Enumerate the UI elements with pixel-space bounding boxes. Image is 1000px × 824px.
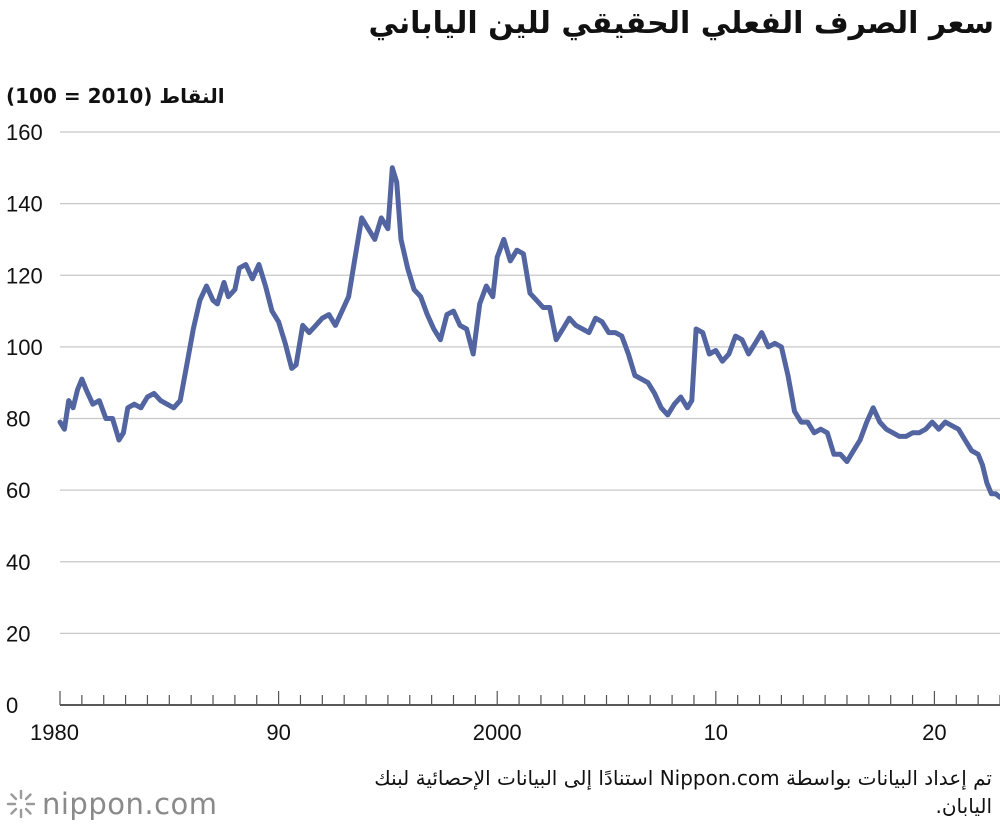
x-tick-label: 1980 [30, 720, 79, 745]
x-tick-label: 10 [704, 720, 728, 745]
gridlines [60, 131, 1000, 706]
y-tick-label: 60 [6, 478, 30, 503]
series-line [57, 165, 1000, 500]
y-tick-label: 100 [6, 335, 43, 360]
x-tick-label: 90 [266, 720, 290, 745]
y-tick-label: 20 [6, 621, 30, 646]
y-tick-labels: 0 20 40 60 80 100 120 140 160 [6, 120, 43, 718]
series-lines [57, 165, 1000, 500]
y-tick-label: 80 [6, 407, 30, 432]
nippon-burst-icon [6, 789, 36, 819]
y-tick-label: 160 [6, 120, 43, 145]
logo-text: nippon.com [42, 787, 218, 821]
x-tick-label: 20 [922, 720, 946, 745]
y-tick-label: 120 [6, 263, 43, 288]
source-note: تم إعداد البيانات بواسطة Nippon.com استن… [374, 766, 992, 818]
y-tick-label: 40 [6, 550, 30, 575]
y-tick-label: 0 [6, 693, 18, 718]
x-axis-ticks: 1980 90 2000 10 20 [30, 691, 1000, 745]
chart-title: سعر الصرف الفعلي الحقيقي للين الياباني [368, 6, 994, 41]
nippon-logo: nippon.com [6, 786, 218, 822]
y-axis-unit-label: النقاط (2010 = 100) [6, 84, 225, 108]
x-tick-label: 2000 [473, 720, 522, 745]
y-tick-label: 140 [6, 192, 43, 217]
